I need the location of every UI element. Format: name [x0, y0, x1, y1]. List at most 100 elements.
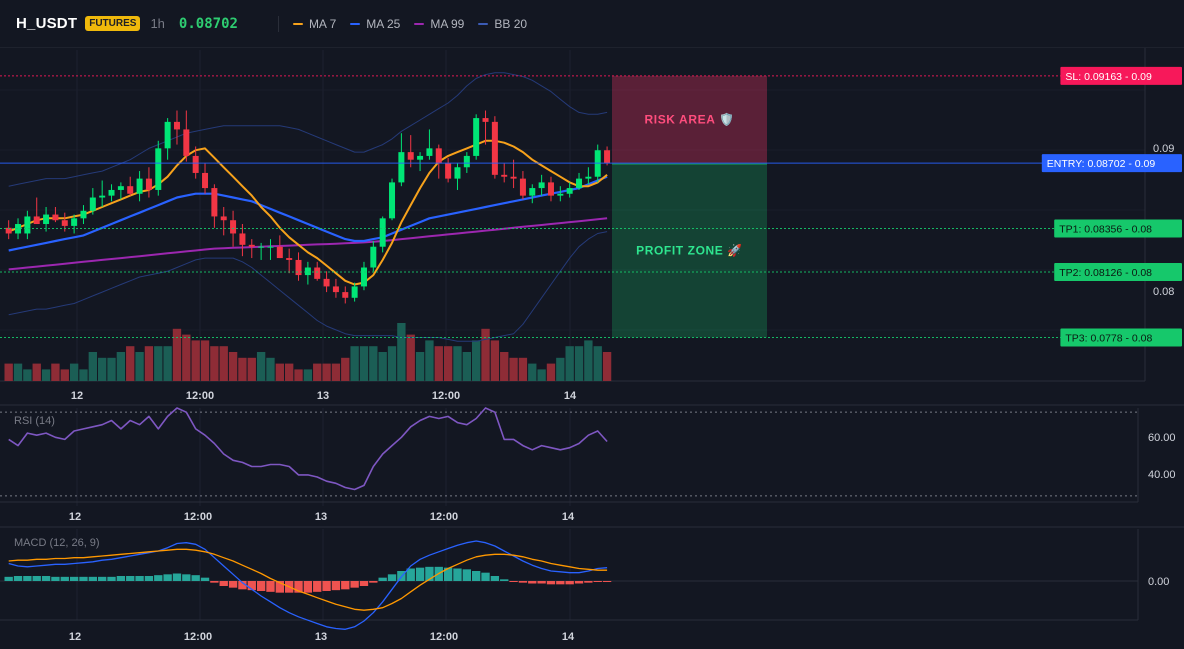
time-tick: 13	[315, 631, 327, 643]
rsi-tick: 40.00	[1148, 469, 1176, 481]
volume-bar	[350, 346, 359, 381]
bb-upper-line	[8, 72, 608, 187]
risk-area-label: RISK AREA 🛡️	[645, 113, 735, 127]
volume-bar	[593, 346, 602, 381]
macd-signal-line	[8, 548, 608, 611]
futures-badge: FUTURES	[85, 16, 141, 31]
time-tick: 13	[315, 511, 327, 523]
candle-body	[33, 216, 40, 225]
macd-histogram-bar	[200, 577, 210, 581]
legend-ma25-label: MA 25	[366, 16, 401, 31]
candle-body	[117, 186, 124, 190]
volume-bar	[13, 363, 23, 381]
macd-histogram-bar	[313, 581, 322, 592]
volume-bar	[228, 352, 238, 381]
candle-body	[407, 152, 414, 160]
candle-body	[482, 118, 489, 122]
macd-histogram-bar	[453, 568, 462, 581]
time-tick: 12	[69, 511, 81, 523]
bollinger-bands	[8, 72, 608, 342]
macd-histogram-bar	[247, 581, 256, 591]
candle-body	[220, 216, 227, 221]
grid-lines	[0, 48, 1184, 621]
candle-body	[173, 121, 180, 130]
rsi-panel[interactable]: RSI (14) 60.00 40.00	[0, 407, 1176, 497]
macd-histogram-bar	[472, 571, 481, 581]
volume-bar	[490, 340, 500, 381]
candle-body	[276, 246, 283, 259]
volume-bar	[107, 357, 116, 381]
legend-ma7[interactable]: MA 7	[292, 17, 336, 31]
volume-bar	[313, 363, 322, 381]
candle-body	[286, 258, 293, 260]
volume-bar	[88, 352, 97, 381]
volume-bar	[397, 323, 406, 381]
candle-body	[323, 278, 330, 287]
legend-bb20-label: BB 20	[494, 16, 528, 31]
macd-histogram-bar	[443, 567, 453, 581]
macd-histogram-bar	[88, 576, 97, 581]
candle-body	[61, 220, 68, 226]
legend-bb20[interactable]: BB 20	[478, 17, 527, 31]
risk-area	[612, 75, 767, 164]
time-tick: 12:00	[430, 511, 458, 523]
volume-bar	[341, 357, 350, 381]
candle-body	[99, 195, 106, 198]
macd-histogram-bar	[378, 577, 387, 581]
time-tick: 12:00	[432, 390, 460, 402]
tp1-tag: TP1: 0.08356 - 0.08	[1059, 224, 1152, 236]
tp2-tag-bg	[1054, 263, 1182, 282]
candle-body	[435, 148, 442, 164]
candle-body	[145, 178, 152, 190]
candle-body	[389, 182, 396, 219]
volume-bar	[98, 357, 107, 381]
macd-histogram-bar	[116, 576, 126, 581]
volume-bar	[4, 363, 13, 381]
macd-histogram-bar	[79, 576, 88, 581]
macd-histogram-bar	[350, 581, 359, 588]
candle-body	[43, 214, 50, 225]
macd-histogram-bar	[210, 581, 219, 583]
legend-ma7-swatch	[292, 22, 303, 25]
sl-tag: SL: 0.09163 - 0.09	[1065, 71, 1152, 83]
macd-panel[interactable]: MACD (12, 26, 9) 0.00	[0, 537, 1169, 630]
timeframe-label[interactable]: 1h	[150, 16, 165, 31]
macd-label: MACD (12, 26, 9)	[14, 537, 100, 549]
macd-histogram-bar	[126, 576, 135, 581]
entry-tag-bg	[1041, 154, 1182, 173]
ma7-line	[8, 139, 608, 286]
bb-lower-line	[8, 231, 608, 342]
legend-ma99-label: MA 99	[430, 16, 465, 31]
macd-histogram-bar	[565, 581, 574, 585]
candles[interactable]	[5, 110, 611, 304]
volume-bar	[528, 363, 537, 381]
legend-ma25[interactable]: MA 25	[350, 17, 400, 31]
candle-body	[379, 218, 386, 247]
candle-body	[71, 218, 78, 226]
candle-body	[417, 155, 424, 160]
macd-tick: 0.00	[1148, 576, 1169, 588]
macd-histogram-bar	[256, 581, 266, 591]
volume-bar	[79, 369, 88, 381]
volume-bar	[256, 352, 266, 381]
price-tick: 0.09	[1153, 143, 1174, 155]
profit-zone-label: PROFIT ZONE 🚀	[636, 243, 743, 257]
candle-body	[576, 178, 583, 189]
candle-body	[183, 129, 190, 156]
legend-ma99-swatch	[414, 22, 425, 25]
profit-zone	[612, 163, 767, 338]
macd-histogram-bar	[303, 581, 313, 593]
price-tick: 0.08	[1153, 286, 1174, 298]
macd-histogram-bar	[51, 576, 60, 581]
time-tick: 13	[317, 390, 329, 402]
candle-body	[5, 227, 12, 234]
candle-body	[267, 246, 274, 248]
candle-body	[557, 193, 564, 196]
macd-histogram-bar	[154, 575, 163, 581]
legend-ma99[interactable]: MA 99	[414, 17, 464, 31]
candle-body	[538, 182, 545, 189]
symbol-name[interactable]: H_USDT	[16, 15, 78, 32]
volume-bar	[415, 352, 425, 381]
macd-histogram-bar	[462, 569, 471, 581]
